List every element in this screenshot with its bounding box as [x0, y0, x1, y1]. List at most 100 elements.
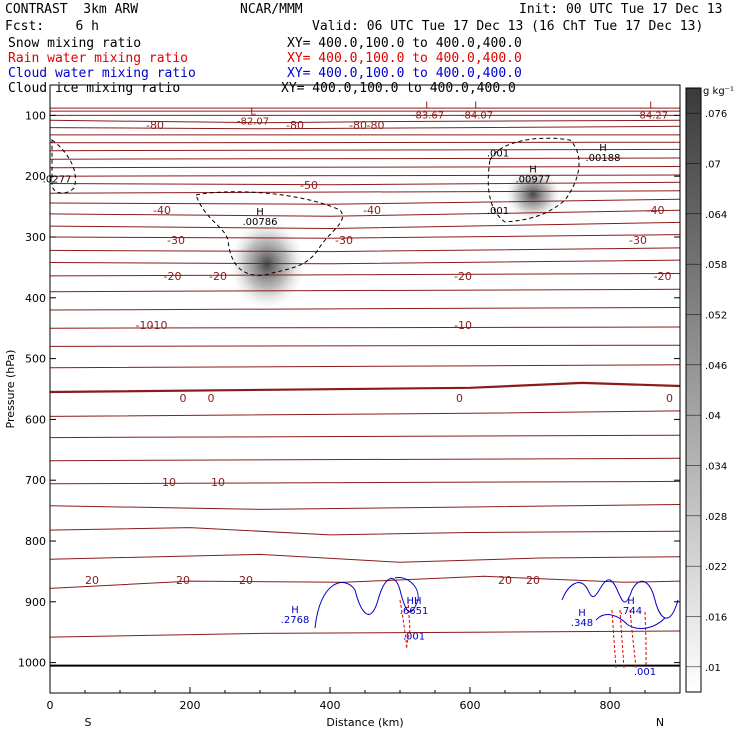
- model-title: CONTRAST 3km ARW: [5, 2, 139, 17]
- extremum-value: .00977: [516, 174, 551, 185]
- extremum-value: -83.67: [412, 110, 444, 121]
- colorbar-tick-label: .016: [705, 613, 727, 624]
- field-rain-name: Rain water mixing ratio: [8, 51, 189, 66]
- extremum-marker: L: [425, 100, 431, 111]
- y-tick-label: 400: [25, 292, 46, 305]
- y-tick-label: 900: [25, 596, 46, 609]
- extremum-value: .00786: [243, 217, 278, 228]
- isotherm-line: [49, 381, 681, 394]
- isotherm-line: [49, 157, 681, 160]
- isotherm-label: 10: [211, 476, 225, 489]
- y-tick-label: 800: [25, 535, 46, 548]
- isotherm-line: [49, 141, 681, 144]
- y-tick-label: 200: [25, 170, 46, 183]
- y-tick-label: 1000: [18, 657, 46, 670]
- extremum-value: .2768: [281, 615, 310, 626]
- isotherm-label: -20: [164, 270, 182, 283]
- cloud-ice-contour: [195, 191, 343, 276]
- isotherm-label: 0: [180, 392, 187, 405]
- x-axis-label: Distance (km): [326, 716, 403, 729]
- isotherm-line: [49, 221, 681, 230]
- field-cloudwater-name: Cloud water mixing ratio: [8, 66, 196, 81]
- cloud-ice-contour: [51, 139, 76, 194]
- isotherm-label: -40: [153, 204, 171, 217]
- isotherm-line: [49, 209, 681, 217]
- extremum-marker: L: [649, 100, 655, 111]
- isotherm-line: [49, 480, 681, 485]
- isotherm-line: [49, 148, 681, 152]
- colorbar-tick-label: .058: [705, 260, 727, 271]
- field-snow-name: Snow mixing ratio: [8, 36, 142, 51]
- extremum-marker: L: [474, 100, 480, 111]
- extremum-marker: H: [578, 608, 586, 619]
- extremum-value: .0277: [43, 174, 72, 185]
- field-rain-xy: XY= 400.0,100.0 to 400.0,400.0: [287, 51, 522, 66]
- isotherm-line: [49, 234, 681, 239]
- extremum-marker: H: [529, 164, 537, 175]
- isotherm-label: -80: [367, 119, 385, 132]
- contour-labels: -80 -80 -80 -80-50-40 -40 -40-30 -30 -30-20 -20-…: [43, 100, 673, 677]
- colorbar-tick-label: .04: [705, 411, 721, 422]
- x-tick-label: 0: [47, 699, 54, 712]
- isotherm-label: 20: [526, 574, 540, 587]
- isotherm-label: -80: [146, 119, 164, 132]
- colorbar-tick-label: .034: [705, 462, 727, 473]
- colorbar-tick-label: .052: [705, 311, 727, 322]
- isotherm-line: [49, 259, 681, 265]
- extremum-value: -84.27: [636, 110, 668, 121]
- extremum-value: .001: [487, 149, 509, 160]
- isotherm-line: [49, 504, 681, 510]
- extremum-marker: L: [250, 107, 256, 118]
- rain-water-contour: [619, 609, 625, 669]
- extremum-value: .00188: [586, 153, 621, 164]
- isotherm-line: [49, 457, 681, 462]
- x-tick-label: 200: [180, 699, 201, 712]
- extremum-value: .001: [634, 667, 656, 678]
- isotherm-line: [49, 410, 681, 417]
- y-tick-label: 700: [25, 474, 46, 487]
- y-axis-label: Pressure (hPa): [4, 350, 17, 429]
- org-title: NCAR/MMM: [240, 2, 303, 17]
- isotherm-label: -20: [654, 270, 672, 283]
- extremum-marker: H: [291, 605, 299, 616]
- isotherm-line: [49, 119, 681, 124]
- isotherm-line: [49, 553, 681, 563]
- extremum-value: .348: [571, 618, 593, 629]
- isotherm-label: 10: [162, 476, 176, 489]
- x-tick-label: 800: [600, 699, 621, 712]
- field-cloudwater-xy: XY= 400.0,100.0 to 400.0,400.0: [287, 66, 522, 81]
- extremum-value: -84.07: [461, 110, 493, 121]
- valid-time: Valid: 06 UTC Tue 17 Dec 13 (16 ChT Tue …: [312, 19, 704, 34]
- isotherm-line: [49, 326, 681, 329]
- colorbar-gradient: [685, 87, 702, 693]
- colorbar-tick-label: .046: [705, 361, 727, 372]
- south-label: S: [85, 716, 92, 729]
- isotherm-label: 0: [208, 392, 215, 405]
- snow-max-blob: [229, 219, 305, 310]
- isotherm-label: -40: [647, 204, 665, 217]
- y-tick-label: 300: [25, 231, 46, 244]
- rain-water-contour: [405, 599, 411, 649]
- extremum-value: .001: [403, 631, 425, 642]
- isotherm-line: [49, 166, 681, 169]
- isotherm-label: -20: [209, 270, 227, 283]
- extremum-marker: HH: [406, 596, 421, 607]
- extremum-value: .001: [487, 206, 509, 217]
- forecast-hour: Fcst: 6 h: [5, 19, 99, 34]
- colorbar-tick-label: .022: [705, 562, 727, 573]
- extremum-marker: H: [256, 207, 264, 218]
- isotherm-label: -30: [629, 234, 647, 247]
- temperature-contours: [49, 107, 681, 667]
- snow-max-blob: [505, 168, 561, 221]
- colorbar-tick-label: .07: [705, 160, 721, 171]
- isotherm-line: [49, 344, 681, 347]
- isotherm-label: -10: [454, 319, 472, 332]
- isotherm-label: -50: [300, 179, 318, 192]
- isotherm-label: -10: [150, 319, 168, 332]
- isotherm-label: -20: [454, 270, 472, 283]
- isotherm-line: [49, 364, 681, 369]
- init-time: Init: 00 UTC Tue 17 Dec 13: [519, 2, 723, 17]
- isotherm-label: 20: [498, 574, 512, 587]
